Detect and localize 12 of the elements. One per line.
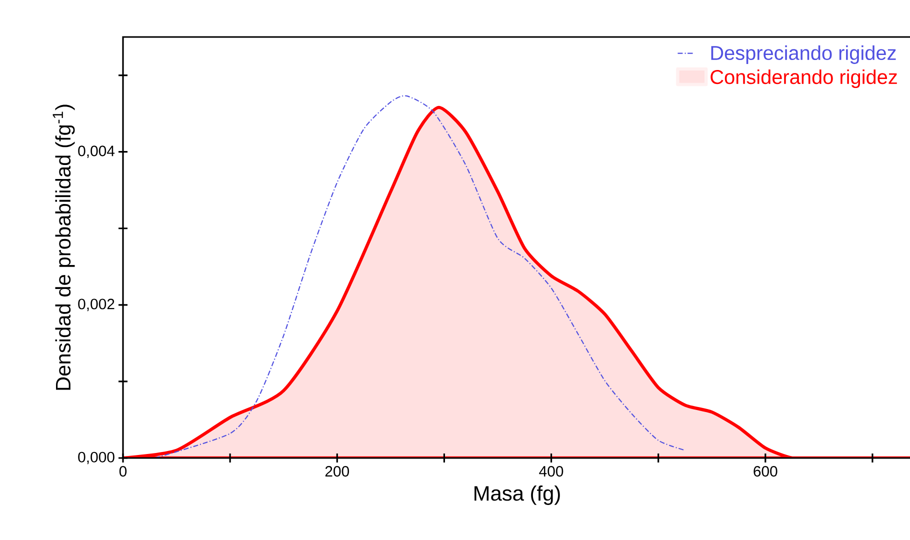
y-axis-title: Densidad de probabilidad (fg$^{-1}$) xyxy=(52,104,75,390)
legend-label: Despreciando rigidez xyxy=(711,45,896,64)
x-tick-label: 600 xyxy=(754,466,778,477)
legend-label: Considerando rigidez xyxy=(710,69,897,88)
y-tick-label: 0,000 xyxy=(78,452,114,464)
x-tick-label: 200 xyxy=(325,466,349,477)
x-tick-label: 0 xyxy=(119,466,127,477)
x-axis-title: Masa (fg) xyxy=(474,485,560,505)
y-tick-label: 0,004 xyxy=(78,146,115,158)
line-series xyxy=(154,95,686,458)
x-tick-label: 400 xyxy=(539,466,564,477)
y-tick-label: 0,002 xyxy=(78,298,114,312)
